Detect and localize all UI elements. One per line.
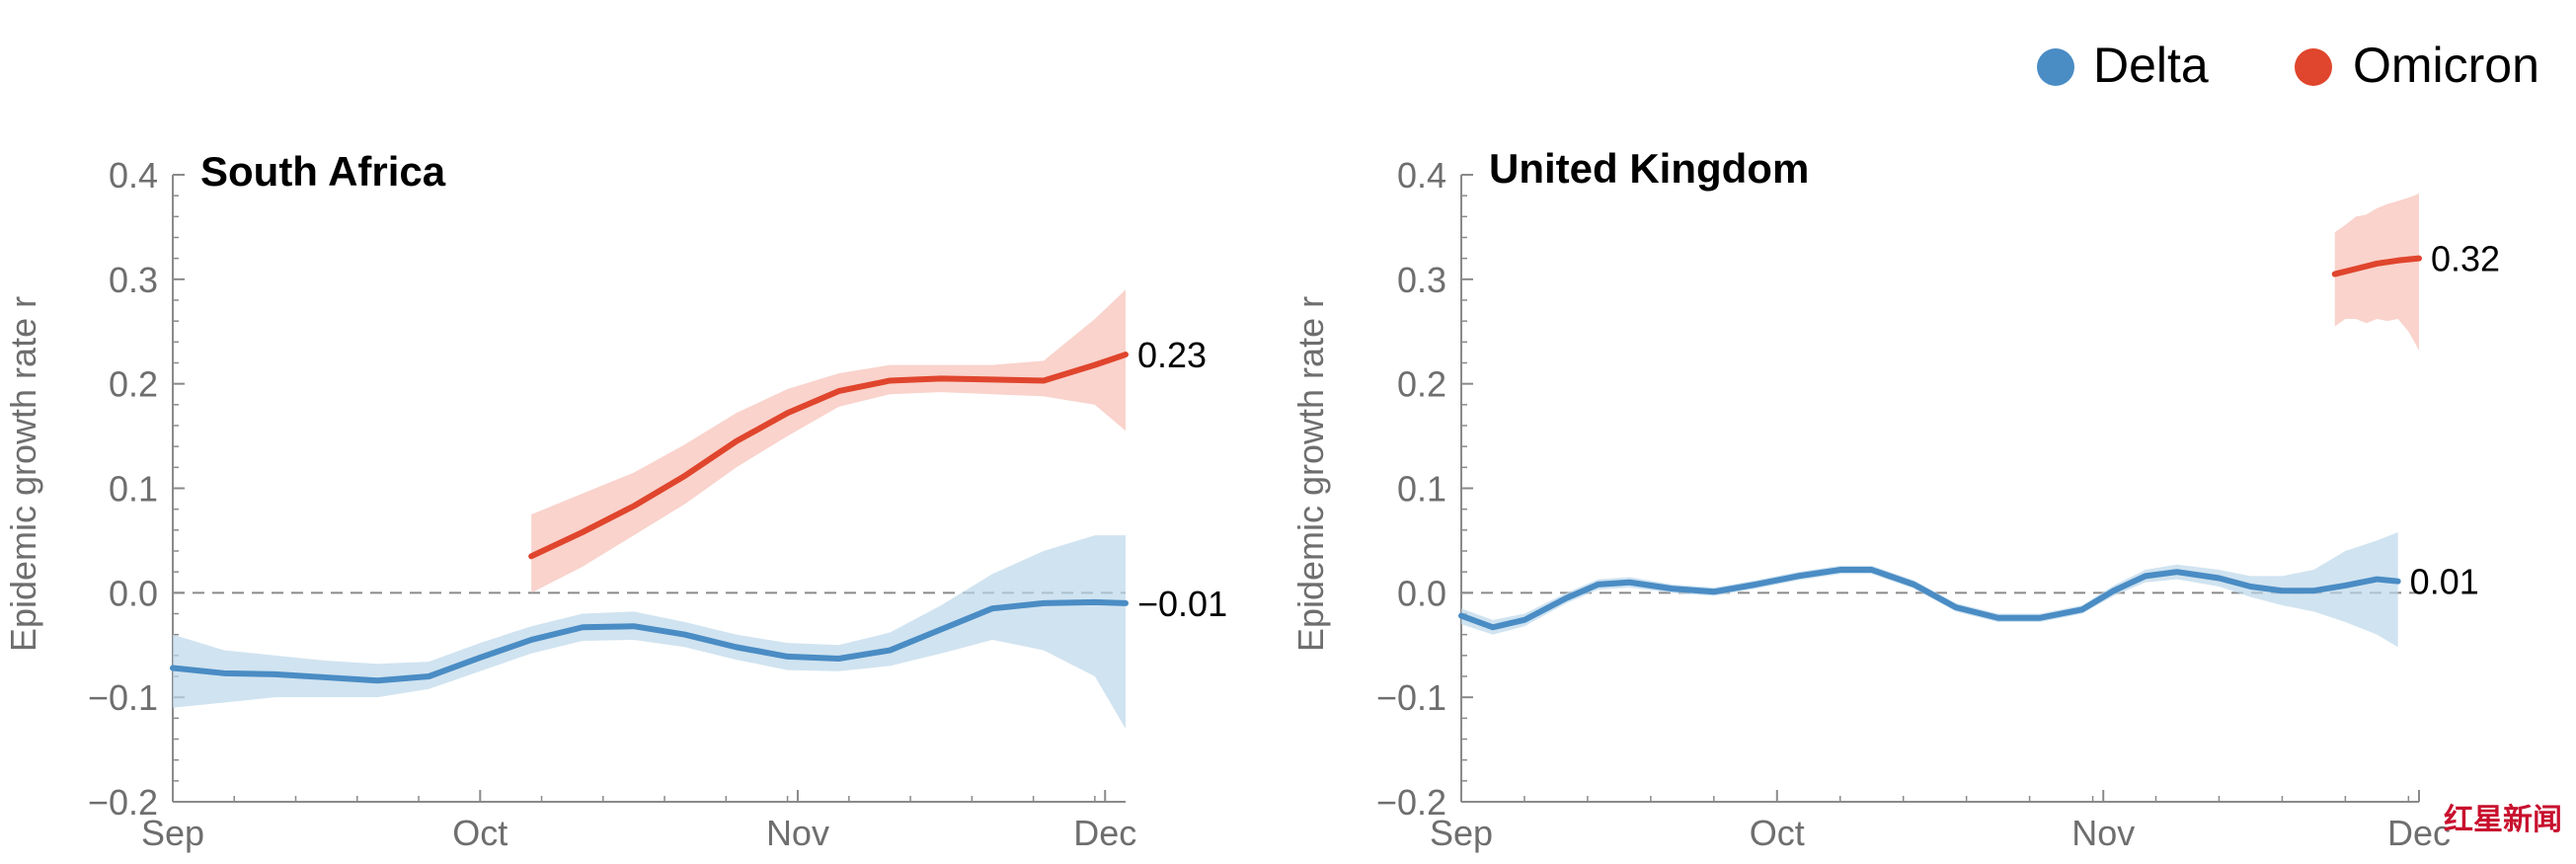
y-tick-label: 0.4 bbox=[109, 155, 158, 196]
delta-confidence-band bbox=[1461, 531, 2398, 648]
delta-end-label: −0.01 bbox=[1137, 584, 1227, 624]
delta-line bbox=[170, 598, 1129, 684]
x-tick-label: Dec bbox=[1073, 813, 1136, 853]
delta-end-label: 0.01 bbox=[2410, 562, 2479, 602]
y-tick-label: −0.2 bbox=[1376, 782, 1446, 823]
legend-omicron-label: Omicron bbox=[2353, 38, 2539, 93]
omicron-end-label: 0.32 bbox=[2431, 239, 2500, 279]
watermark-logo: 红星新闻 bbox=[2444, 803, 2562, 837]
legend-omicron-marker bbox=[2295, 48, 2332, 86]
y-tick-label: 0.3 bbox=[109, 260, 158, 300]
omicron-confidence-band bbox=[531, 289, 1126, 593]
x-tick-label: Dec bbox=[2387, 813, 2451, 853]
y-tick-label: 0.1 bbox=[1397, 469, 1446, 510]
y-tick-label: 0.2 bbox=[109, 364, 158, 405]
y-axis-label: Epidemic growth rate r bbox=[1290, 296, 1331, 652]
y-tick-label: −0.2 bbox=[88, 782, 158, 823]
legend-delta-label: Delta bbox=[2093, 38, 2209, 93]
legend: Delta Omicron bbox=[2037, 38, 2539, 93]
delta-confidence-band bbox=[173, 535, 1126, 729]
x-tick-label: Nov bbox=[2071, 813, 2135, 853]
x-tick-label: Oct bbox=[1750, 813, 1805, 853]
legend-delta-marker bbox=[2037, 48, 2074, 86]
y-tick-label: 0.0 bbox=[1397, 573, 1446, 613]
omicron-end-label: 0.23 bbox=[1137, 335, 1207, 375]
y-axis-label: Epidemic growth rate r bbox=[3, 296, 43, 652]
x-tick-label: Sep bbox=[141, 813, 204, 853]
panel-south-africa: Epidemic growth rate r South Africa 0.4 0… bbox=[3, 148, 1227, 853]
delta-line bbox=[1458, 567, 2401, 631]
omicron-line bbox=[2331, 255, 2422, 277]
panel-title: South Africa bbox=[200, 148, 446, 195]
omicron-confidence-band bbox=[2334, 194, 2419, 351]
y-tick-label: 0.4 bbox=[1397, 155, 1446, 196]
panel-united-kingdom: Epidemic growth rate r United Kingdom 0.… bbox=[1290, 145, 2500, 853]
x-tick-label: Sep bbox=[1430, 813, 1493, 853]
y-tick-label: 0.3 bbox=[1397, 260, 1446, 300]
y-tick-label: −0.1 bbox=[88, 677, 158, 718]
panel-title: United Kingdom bbox=[1489, 145, 1809, 192]
y-tick-label: 0.0 bbox=[109, 573, 158, 613]
x-tick-label: Oct bbox=[452, 813, 507, 853]
omicron-line bbox=[528, 352, 1129, 560]
y-tick-label: −0.1 bbox=[1376, 677, 1446, 718]
y-tick-label: 0.2 bbox=[1397, 364, 1446, 405]
y-tick-label: 0.1 bbox=[109, 469, 158, 510]
x-tick-label: Nov bbox=[766, 813, 829, 853]
